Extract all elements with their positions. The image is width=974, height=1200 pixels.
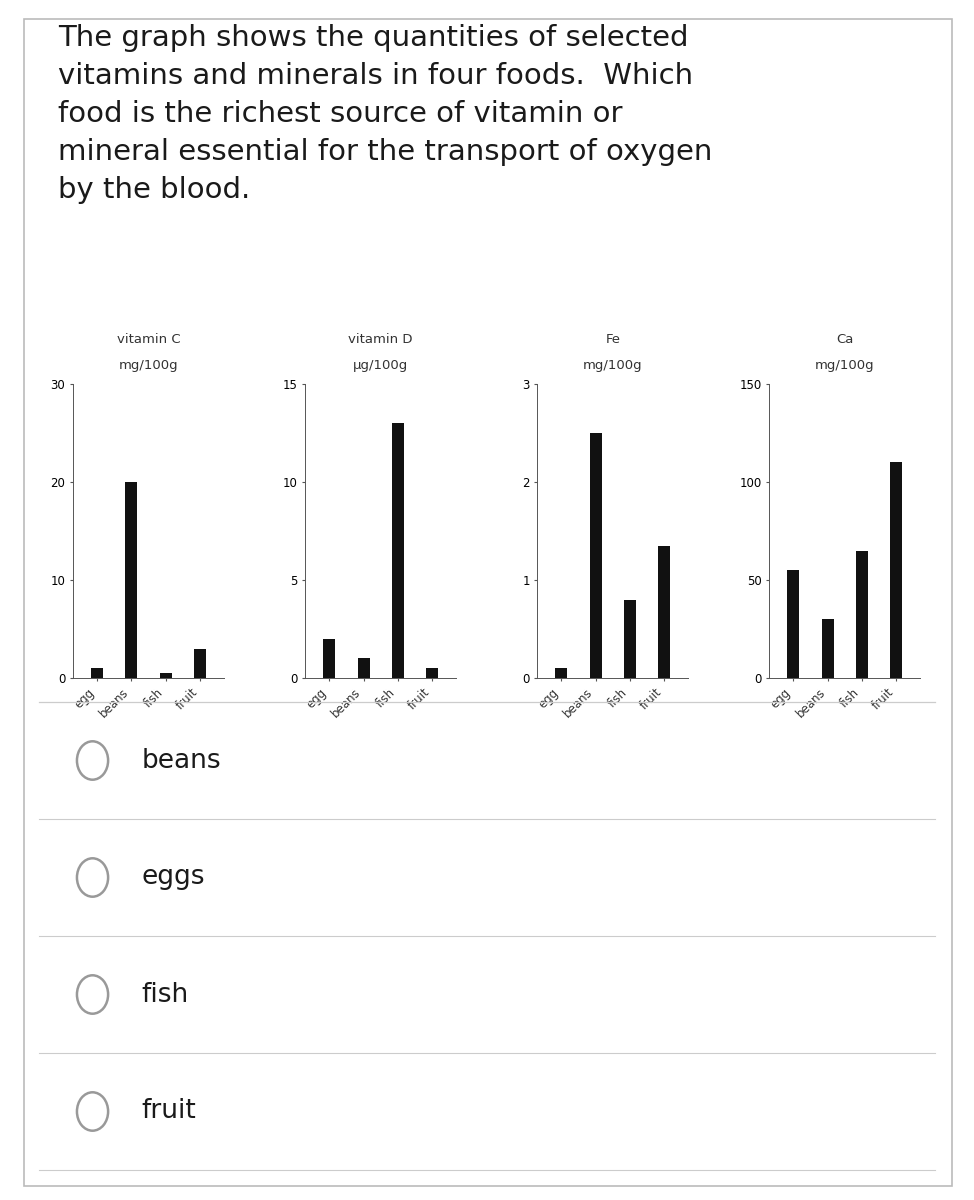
Text: mg/100g: mg/100g xyxy=(583,359,643,372)
Text: beans: beans xyxy=(141,748,221,774)
Text: mg/100g: mg/100g xyxy=(815,359,875,372)
Text: eggs: eggs xyxy=(141,864,205,890)
Text: vitamin C: vitamin C xyxy=(117,332,180,346)
Bar xyxy=(392,424,404,678)
Bar xyxy=(427,668,438,678)
Bar xyxy=(126,482,137,678)
Text: fruit: fruit xyxy=(141,1098,196,1124)
Bar xyxy=(91,668,103,678)
Bar xyxy=(856,551,868,678)
Text: fish: fish xyxy=(141,982,189,1008)
Text: The graph shows the quantities of selected
vitamins and minerals in four foods. : The graph shows the quantities of select… xyxy=(58,24,713,204)
Bar xyxy=(787,570,800,678)
Bar xyxy=(357,659,369,678)
Bar xyxy=(555,668,567,678)
Bar xyxy=(624,600,636,678)
Text: Fe: Fe xyxy=(605,332,620,346)
Bar xyxy=(658,546,670,678)
Text: mg/100g: mg/100g xyxy=(119,359,178,372)
Bar xyxy=(194,648,206,678)
Bar xyxy=(890,462,903,678)
Bar xyxy=(160,673,171,678)
Bar xyxy=(589,433,602,678)
Text: μg/100g: μg/100g xyxy=(353,359,408,372)
Text: vitamin D: vitamin D xyxy=(349,332,413,346)
Bar xyxy=(323,638,335,678)
Text: Ca: Ca xyxy=(837,332,853,346)
Bar xyxy=(822,619,834,678)
